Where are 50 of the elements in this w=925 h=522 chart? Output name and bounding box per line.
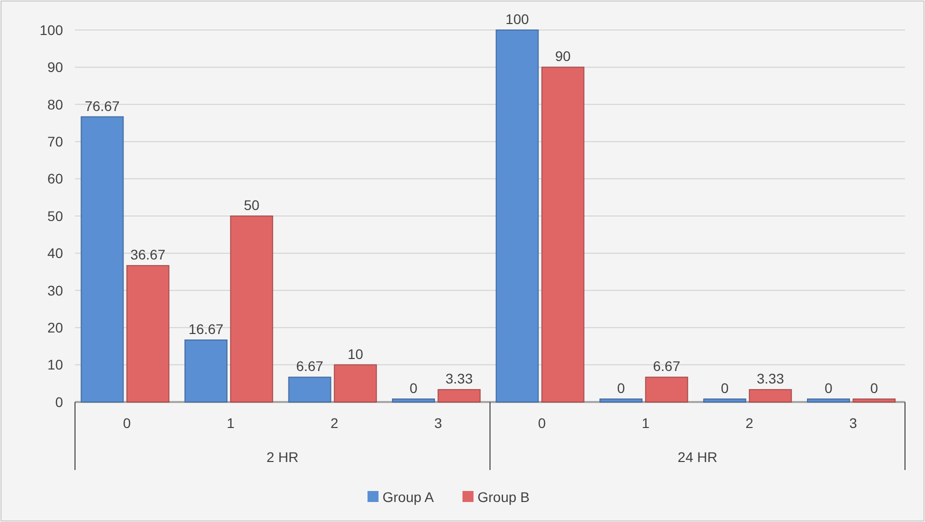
bar: [541, 66, 584, 402]
x-tick-label: 1: [226, 415, 235, 431]
bar: [126, 265, 170, 402]
x-tick-label: 0: [122, 415, 131, 431]
bar: [80, 116, 124, 402]
data-label: 10: [348, 346, 364, 362]
legend-label: Group B: [478, 488, 530, 505]
data-label: 0: [410, 380, 418, 396]
data-label: 0: [617, 380, 626, 396]
y-tick-label: 70: [47, 134, 64, 150]
data-label: 0: [870, 380, 878, 396]
text: 24 HR: [678, 449, 718, 465]
y-tick-label: 30: [47, 282, 64, 298]
data-label: 6.67: [653, 358, 680, 374]
bar: [334, 364, 377, 402]
data-label: 3.33: [446, 370, 473, 387]
bar: [438, 389, 481, 402]
x-tick-label: 2: [330, 415, 338, 431]
y-tick-label: 10: [47, 356, 64, 373]
text: 2 HR: [266, 449, 298, 465]
legend-label: Group A: [382, 488, 435, 505]
y-tick-label: 90: [47, 59, 64, 76]
bar: [230, 216, 274, 402]
data-label: 100: [506, 11, 530, 27]
x-tick-label: 3: [849, 415, 858, 431]
bar: [288, 376, 332, 402]
data-label: 0: [720, 380, 729, 396]
x-tick-label: 0: [538, 415, 546, 431]
x-tick-label: 2: [745, 415, 754, 431]
y-tick-label: 0: [55, 394, 64, 410]
y-tick-label: 20: [47, 320, 64, 336]
bar: [496, 30, 539, 402]
data-label: 90: [555, 48, 571, 64]
bar: [184, 339, 228, 402]
x-tick-label: 3: [434, 415, 442, 431]
y-tick-label: 40: [47, 245, 64, 262]
data-label: 36.67: [130, 246, 166, 263]
data-label: 3.33: [756, 370, 784, 387]
data-label: 0: [824, 380, 833, 396]
y-tick-label: 60: [47, 170, 64, 187]
bar: [748, 389, 792, 402]
y-tick-label: 80: [47, 96, 64, 112]
y-tick-label: 100: [40, 22, 64, 38]
x-tick-label: 1: [642, 415, 650, 431]
data-label: 76.67: [84, 98, 120, 114]
y-tick-label: 50: [47, 208, 64, 224]
data-label: 6.67: [296, 358, 324, 374]
bar: [645, 376, 688, 402]
data-label: 16.67: [188, 320, 224, 337]
data-label: 50: [244, 197, 260, 213]
